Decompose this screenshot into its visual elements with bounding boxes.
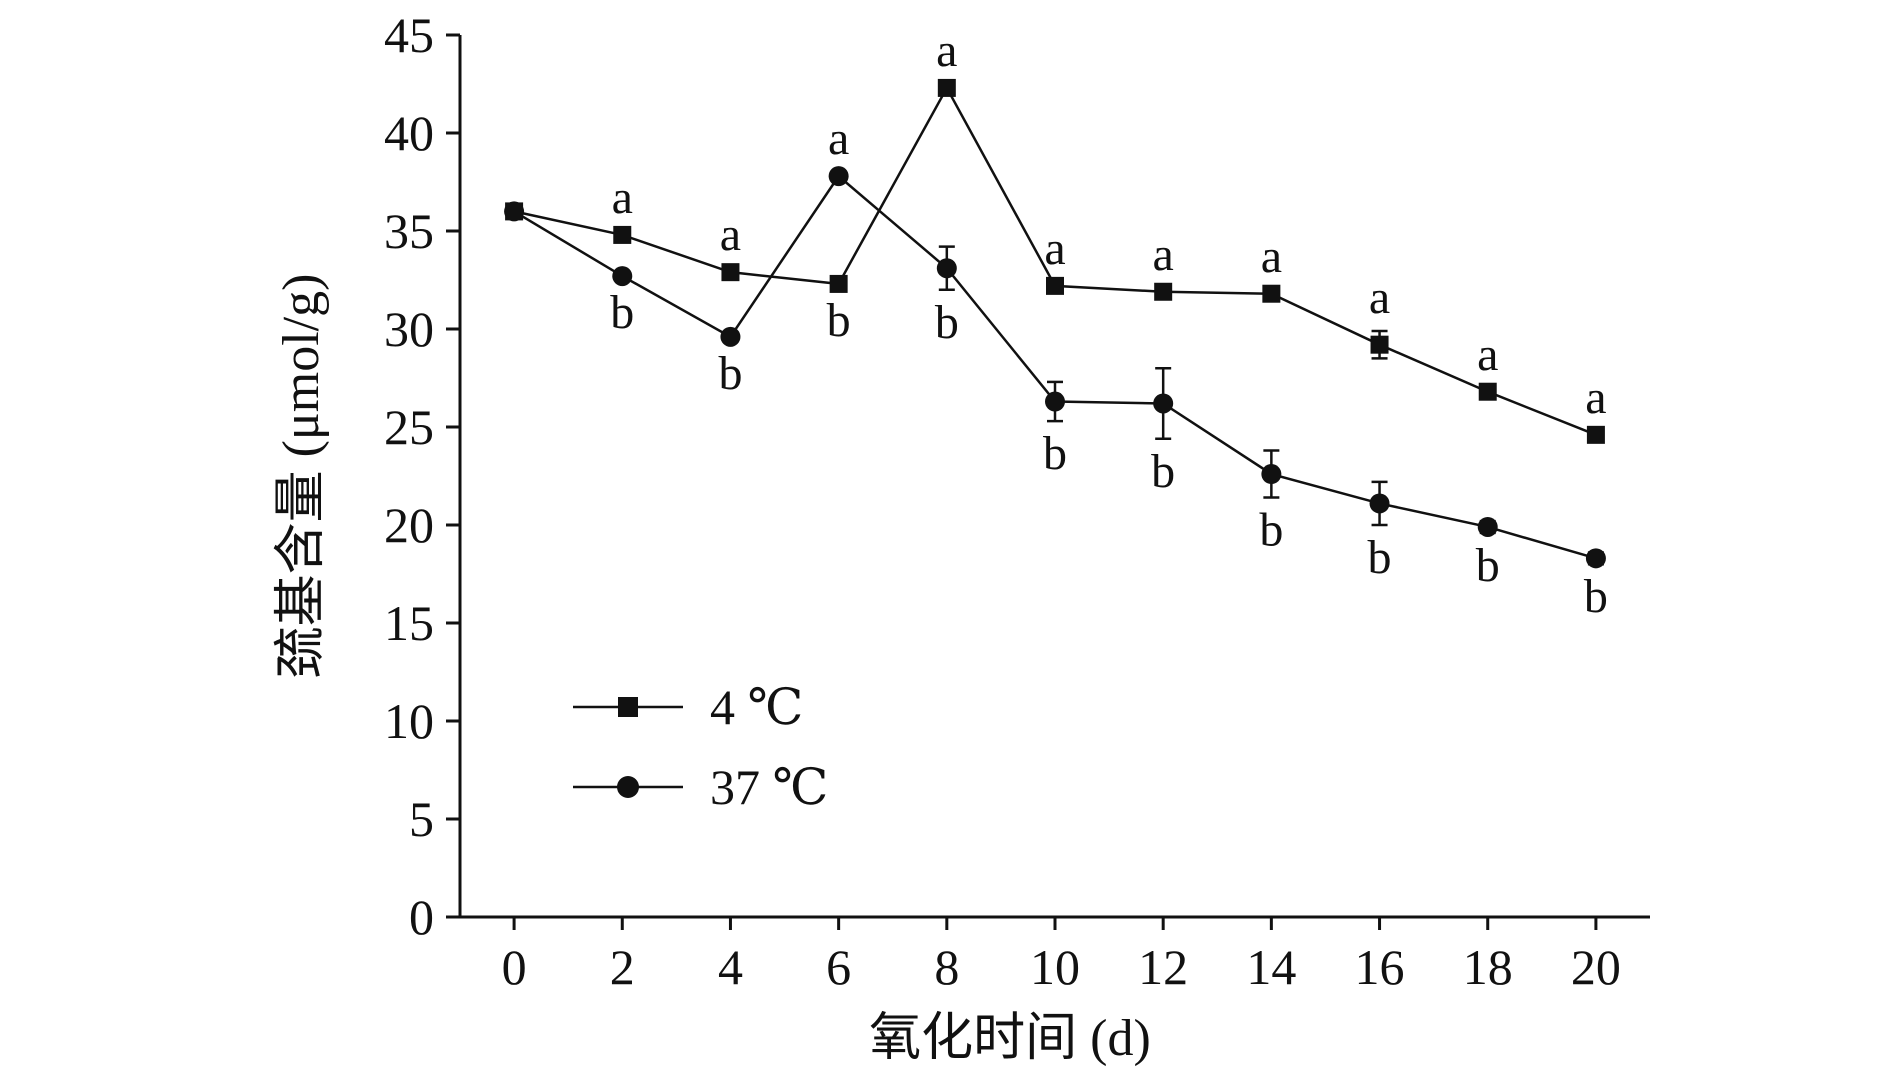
- series-layer: a a b a a a a a a a b b a b b b b b b b: [504, 24, 1608, 623]
- significance-label: a: [612, 171, 633, 224]
- x-tick-label: 6: [826, 939, 851, 995]
- data-point-circle: [828, 166, 849, 187]
- x-tick-label: 12: [1138, 939, 1188, 995]
- y-tick-label: 45: [384, 7, 434, 63]
- data-point-circle: [1477, 516, 1498, 537]
- significance-label: a: [828, 112, 849, 165]
- x-tick-label: 18: [1463, 939, 1513, 995]
- x-axis-title: 氧化时间 (d): [869, 1010, 1151, 1067]
- x-tick-label: 16: [1355, 939, 1405, 995]
- significance-label: a: [1369, 271, 1390, 324]
- y-tick-label: 10: [384, 693, 434, 749]
- data-point-circle: [1261, 464, 1282, 485]
- significance-label: b: [935, 296, 959, 349]
- data-point-square: [937, 78, 956, 97]
- data-point-square: [1154, 282, 1173, 301]
- legend-marker-square: [618, 697, 638, 717]
- legend-marker-circle: [617, 776, 639, 798]
- significance-label: b: [1584, 570, 1608, 623]
- data-point-square: [1586, 425, 1605, 444]
- y-tick-label: 30: [384, 301, 434, 357]
- significance-label: b: [1043, 427, 1067, 480]
- y-tick-label: 20: [384, 497, 434, 553]
- x-tick-label: 10: [1030, 939, 1080, 995]
- y-axis-title: 巯基含量 (μmol/g): [273, 274, 330, 679]
- legend-label-37c: 37 ℃: [710, 759, 828, 815]
- significance-label: a: [1585, 371, 1606, 424]
- data-point-circle: [1369, 493, 1390, 514]
- x-tick-label: 2: [610, 939, 635, 995]
- legend: 4 ℃ 37 ℃: [573, 679, 828, 815]
- data-point-circle: [936, 258, 957, 279]
- y-tick-label: 15: [384, 595, 434, 651]
- significance-label: a: [1153, 228, 1174, 281]
- data-point-square: [1478, 382, 1497, 401]
- significance-label: b: [1368, 531, 1392, 584]
- y-tick-label: 40: [384, 105, 434, 161]
- significance-label: b: [1151, 445, 1175, 498]
- data-point-square: [1370, 335, 1389, 354]
- y-tick-label: 5: [409, 791, 434, 847]
- y-ticks: 0 5 10 15 20 25 30 35 40 45: [384, 7, 460, 945]
- significance-label: a: [720, 208, 741, 261]
- y-tick-label: 25: [384, 399, 434, 455]
- data-point-circle: [504, 201, 525, 222]
- legend-item-4c: 4 ℃: [573, 679, 803, 735]
- x-tick-label: 0: [502, 939, 527, 995]
- data-point-square: [1262, 284, 1281, 303]
- data-point-circle: [1153, 393, 1174, 414]
- data-point-circle: [1045, 391, 1065, 412]
- data-point-square: [721, 263, 740, 282]
- significance-label: b: [1476, 539, 1500, 592]
- data-point-circle: [1585, 548, 1606, 569]
- y-tick-label: 0: [409, 889, 434, 945]
- x-ticks: 0 2 4 6 8 10 12 14 16 18 20: [502, 917, 1621, 995]
- y-tick-label: 35: [384, 203, 434, 259]
- legend-label-4c: 4 ℃: [710, 679, 803, 735]
- data-point-circle: [612, 266, 633, 287]
- x-tick-label: 4: [718, 939, 743, 995]
- x-tick-label: 20: [1571, 939, 1621, 995]
- significance-label: b: [718, 347, 742, 400]
- significance-label: b: [610, 286, 634, 339]
- series-37c: b b a b b b b b b b: [504, 112, 1608, 623]
- significance-label: a: [1477, 328, 1498, 381]
- significance-label: b: [1259, 504, 1283, 557]
- data-point-circle: [720, 326, 741, 347]
- data-point-square: [829, 274, 848, 293]
- legend-item-37c: 37 ℃: [573, 759, 828, 815]
- significance-label: a: [1261, 230, 1282, 283]
- series-4c: a a b a a a a a a a: [505, 24, 1607, 444]
- significance-label: a: [1044, 222, 1065, 275]
- significance-label: b: [827, 294, 851, 347]
- x-tick-label: 8: [934, 939, 959, 995]
- significance-label: a: [936, 24, 957, 77]
- x-tick-label: 14: [1246, 939, 1296, 995]
- data-point-square: [613, 225, 632, 244]
- data-point-square: [1046, 276, 1064, 295]
